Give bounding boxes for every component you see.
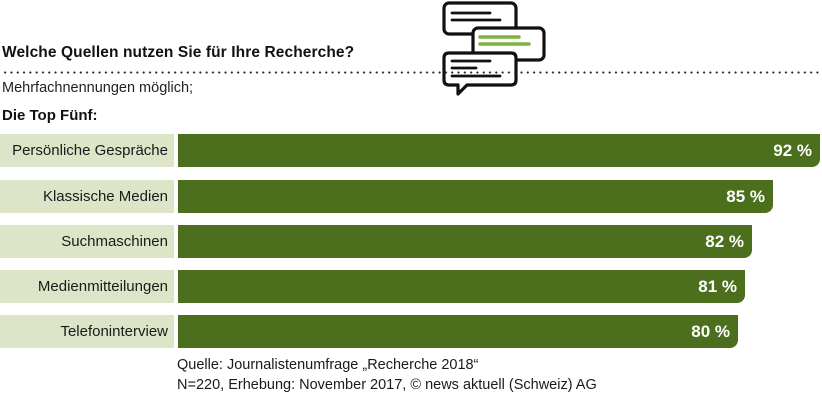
bar-row: Klassische Medien 85 % <box>0 180 822 213</box>
bar: 80 % <box>178 315 738 348</box>
meta-line: N=220, Erhebung: November 2017, © news a… <box>177 377 597 393</box>
section-label: Die Top Fünf: <box>2 107 98 124</box>
category-label: Suchmaschinen <box>0 225 174 258</box>
bar-row: Persönliche Gespräche 92 % <box>0 134 822 167</box>
value-label: 80 % <box>691 321 730 341</box>
category-label: Telefoninterview <box>0 315 174 348</box>
value-label: 85 % <box>726 186 765 206</box>
bar-row: Medienmitteilungen 81 % <box>0 270 822 303</box>
bar: 92 % <box>178 134 820 167</box>
bar-row: Telefoninterview 80 % <box>0 315 822 348</box>
category-label: Medienmitteilungen <box>0 270 174 303</box>
category-label: Klassische Medien <box>0 180 174 213</box>
bar: 81 % <box>178 270 745 303</box>
value-label: 81 % <box>698 276 737 296</box>
bar: 85 % <box>178 180 773 213</box>
chart-title: Welche Quellen nutzen Sie für Ihre Reche… <box>2 44 355 61</box>
bar: 82 % <box>178 225 752 258</box>
value-label: 82 % <box>705 231 744 251</box>
category-label: Persönliche Gespräche <box>0 134 174 167</box>
speech-bubbles-icon <box>442 1 546 96</box>
source-note: Quelle: Journalistenumfrage „Recherche 2… <box>177 355 597 395</box>
dotted-divider <box>2 71 820 74</box>
source-line: Quelle: Journalistenumfrage „Recherche 2… <box>177 357 479 373</box>
value-label: 92 % <box>773 140 812 160</box>
bar-row: Suchmaschinen 82 % <box>0 225 822 258</box>
chart-subtitle: Mehrfachnennungen möglich; <box>2 80 194 96</box>
